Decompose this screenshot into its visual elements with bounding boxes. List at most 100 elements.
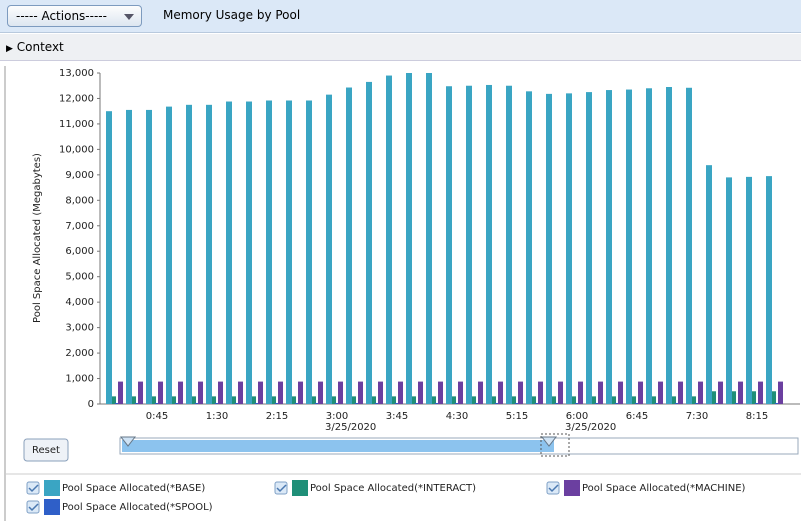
bar [638,381,643,404]
bar [712,391,716,404]
bar [352,396,356,404]
bar [198,381,203,404]
legend-checkbox[interactable] [274,481,288,495]
x-date-label: 3/25/2020 [565,422,616,433]
bar [406,73,412,404]
bar [212,396,216,404]
bar [318,381,323,404]
bar [578,381,583,404]
bar [346,87,352,405]
bar [215,402,218,404]
x-tick-label: 6:00 [566,411,588,422]
y-tick-label: 10,000 [59,144,94,155]
legend-check [28,484,39,493]
y-tick-label: 1,000 [65,374,94,385]
bar [672,396,676,404]
bar [455,402,458,404]
slider-handle[interactable] [119,436,137,447]
bar [138,381,143,404]
actions-label: ----- Actions----- [16,9,107,23]
bar [632,396,636,404]
bar [698,381,703,404]
legend-checkbox[interactable] [26,481,40,495]
bar [472,396,476,404]
bar [466,85,472,404]
bar [395,402,398,404]
bar [492,396,496,404]
bar [315,402,318,404]
y-tick-label: 9,000 [65,170,94,181]
legend-checkbox[interactable] [546,481,560,495]
bar [252,396,256,404]
bar [326,94,332,405]
bar [686,87,692,404]
bar [655,402,658,404]
bar [118,381,123,404]
bar [178,381,183,404]
y-tick-label: 2,000 [65,348,94,359]
bar [278,381,283,404]
legend-checkbox[interactable] [26,500,40,514]
x-tick-label: 3:00 [326,411,348,422]
bar [735,402,738,404]
bar [486,84,492,405]
bar [512,396,516,404]
bar [432,396,436,404]
legend-swatch [44,499,60,515]
y-tick-label: 0 [88,399,94,410]
bar [386,75,392,405]
x-tick-label: 8:15 [746,411,768,422]
range-selection [122,440,554,452]
context-row[interactable]: ▶ Context [0,34,801,61]
bar [378,381,383,404]
bar [612,396,616,404]
x-tick-label: 7:30 [686,411,708,422]
bar [332,396,336,404]
bar [126,109,132,405]
y-tick-label: 12,000 [59,93,94,104]
bar [695,402,698,404]
bar [235,402,238,404]
bar [518,381,523,404]
bar [772,391,776,404]
bar [575,402,578,404]
legend-check [548,484,559,493]
reset-label: Reset [32,445,60,456]
reset-button[interactable] [23,438,69,462]
bar [558,381,563,404]
bar [552,396,556,404]
y-tick-label: 5,000 [65,272,94,283]
bar [146,109,152,405]
bar [195,402,198,404]
bar [132,396,136,404]
bar [458,381,463,404]
bar [375,402,378,404]
legend-check [276,484,287,493]
bar [312,396,316,404]
bar [246,101,252,405]
x-tick-label: 1:30 [206,411,228,422]
y-tick-label: 13,000 [59,68,94,79]
bar [718,381,723,404]
bar [535,402,538,404]
slider-handle[interactable] [540,436,558,447]
slider-handle-focus[interactable] [540,433,570,457]
bar [586,92,592,404]
bar [226,101,232,405]
bar [175,402,178,404]
expand-icon: ▶ [6,44,13,54]
bar [166,106,172,405]
x-date-label: 3/25/2020 [325,422,376,433]
actions-button[interactable]: ----- Actions----- [7,5,142,27]
bar [452,396,456,404]
bar [418,381,423,404]
bar [706,165,712,404]
bar [538,381,543,404]
bar [415,402,418,404]
bar [366,81,372,405]
bar [652,396,656,404]
bar [255,402,258,404]
bar [438,381,443,404]
bar [758,381,763,404]
